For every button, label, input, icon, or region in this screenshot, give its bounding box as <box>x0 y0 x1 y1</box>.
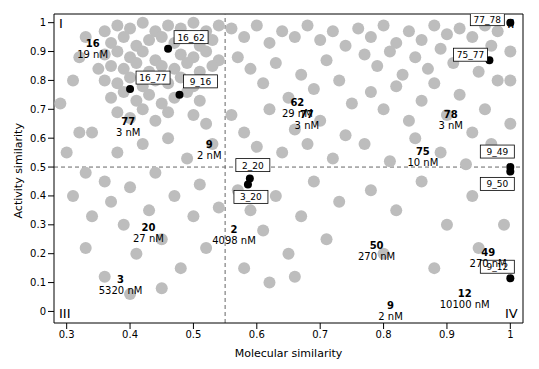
svg-text:75_77: 75_77 <box>457 50 484 60</box>
svg-text:270 nM: 270 nM <box>358 251 395 262</box>
svg-text:19 nM: 19 nM <box>77 49 108 60</box>
svg-text:0.7: 0.7 <box>30 104 46 115</box>
svg-text:0.1: 0.1 <box>30 277 46 288</box>
svg-text:12: 12 <box>458 288 472 299</box>
svg-text:75: 75 <box>416 146 430 157</box>
svg-text:3: 3 <box>117 274 124 285</box>
svg-text:77: 77 <box>300 109 314 120</box>
svg-text:Activity similarity: Activity similarity <box>12 123 25 219</box>
svg-text:2 nM: 2 nM <box>378 311 403 322</box>
svg-text:3 nM: 3 nM <box>438 120 463 131</box>
svg-text:3 nM: 3 nM <box>295 120 320 131</box>
svg-text:0.3: 0.3 <box>30 219 46 230</box>
svg-text:270 nM: 270 nM <box>470 258 507 269</box>
svg-text:2 nM: 2 nM <box>197 150 222 161</box>
svg-text:0.6: 0.6 <box>249 329 265 340</box>
svg-text:1: 1 <box>40 17 46 28</box>
svg-text:3_20: 3_20 <box>240 192 262 202</box>
svg-text:49: 49 <box>481 247 495 258</box>
svg-text:0.9: 0.9 <box>439 329 455 340</box>
svg-text:II: II <box>507 16 515 31</box>
svg-text:20: 20 <box>141 222 155 233</box>
svg-text:50: 50 <box>370 240 384 251</box>
svg-text:9_49: 9_49 <box>486 147 508 157</box>
svg-text:0.5: 0.5 <box>185 329 201 340</box>
svg-text:0.8: 0.8 <box>376 329 392 340</box>
svg-text:10 nM: 10 nM <box>407 157 438 168</box>
svg-text:27 nM: 27 nM <box>133 233 164 244</box>
svg-text:4098 nM: 4098 nM <box>212 235 256 246</box>
svg-text:0.6: 0.6 <box>30 133 46 144</box>
svg-text:0.5: 0.5 <box>30 162 46 173</box>
svg-text:78: 78 <box>444 109 458 120</box>
svg-text:16: 16 <box>86 38 100 49</box>
svg-text:2_20: 2_20 <box>242 161 264 171</box>
svg-text:77_78: 77_78 <box>474 15 502 25</box>
svg-text:9: 9 <box>387 300 394 311</box>
svg-text:16_62: 16_62 <box>177 33 204 43</box>
svg-text:5320 nM: 5320 nM <box>99 285 143 296</box>
svg-text:62: 62 <box>290 97 304 108</box>
svg-text:9_50: 9_50 <box>486 179 508 189</box>
svg-text:2: 2 <box>231 224 238 235</box>
svg-text:IV: IV <box>505 306 518 321</box>
svg-text:16_77: 16_77 <box>139 73 166 83</box>
svg-text:10100 nM: 10100 nM <box>440 299 490 310</box>
svg-text:Molecular similarity: Molecular similarity <box>235 347 343 360</box>
svg-text:0: 0 <box>40 306 46 317</box>
svg-text:III: III <box>59 306 71 321</box>
svg-text:1: 1 <box>507 329 513 340</box>
svg-text:9_16: 9_16 <box>190 77 212 87</box>
svg-text:0.2: 0.2 <box>30 248 46 259</box>
svg-text:0.4: 0.4 <box>30 190 46 201</box>
svg-text:0.3: 0.3 <box>59 329 75 340</box>
svg-text:29 nM: 29 nM <box>281 108 313 120</box>
svg-text:0.7: 0.7 <box>312 329 328 340</box>
svg-text:9: 9 <box>206 139 213 150</box>
svg-text:3 nM: 3 nM <box>116 127 141 138</box>
svg-text:0.8: 0.8 <box>30 75 46 86</box>
svg-text:0.4: 0.4 <box>122 329 138 340</box>
svg-text:0.9: 0.9 <box>30 46 46 57</box>
svg-text:77: 77 <box>121 116 135 127</box>
svg-text:I: I <box>59 16 63 31</box>
